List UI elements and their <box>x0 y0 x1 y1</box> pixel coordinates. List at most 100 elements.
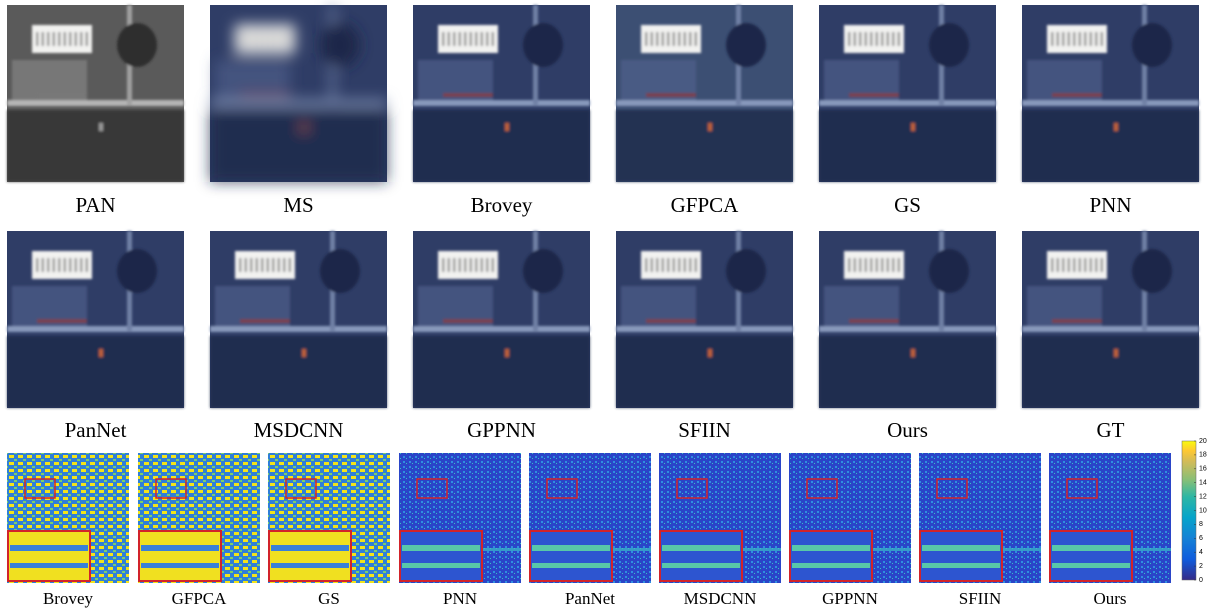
error-map-label: GFPCA <box>172 589 228 608</box>
building-stripe <box>289 32 292 46</box>
building-stripe <box>1068 32 1071 46</box>
building-stripe <box>453 32 456 46</box>
inset-band <box>922 563 1000 568</box>
building-stripe <box>1084 32 1087 46</box>
image-label: MSDCNN <box>254 418 344 442</box>
building-stripe <box>651 258 654 272</box>
building-stripe <box>470 258 473 272</box>
building-stripe <box>667 32 670 46</box>
building-stripe <box>865 258 868 272</box>
colorbar-tick-label: 12 <box>1199 493 1207 500</box>
building-stripe <box>442 32 445 46</box>
building-stripe <box>80 32 83 46</box>
building <box>641 25 701 53</box>
building-stripe <box>492 258 495 272</box>
building-stripe <box>42 258 45 272</box>
building <box>438 251 498 279</box>
building-stripe <box>239 258 242 272</box>
red-roof <box>240 319 290 323</box>
colorbar-tick-label: 8 <box>1199 521 1203 528</box>
tree-patch <box>117 23 157 67</box>
building-stripe <box>678 32 681 46</box>
road <box>210 100 387 106</box>
dark-area <box>819 336 996 408</box>
building-stripe <box>1101 258 1104 272</box>
building-stripe <box>848 32 851 46</box>
image-label: MS <box>283 193 313 217</box>
inset-band <box>10 545 88 551</box>
building-stripe <box>898 32 901 46</box>
image-label: SFIIN <box>678 418 731 442</box>
tree-patch <box>929 249 969 293</box>
dark-area <box>210 336 387 408</box>
error-map <box>919 453 1041 583</box>
error-map-label: Brovey <box>43 589 94 608</box>
red-roof <box>646 93 696 97</box>
red-spot <box>99 349 103 357</box>
building-stripe <box>278 258 281 272</box>
tree-patch <box>320 249 360 293</box>
error-map <box>138 453 260 583</box>
error-map-label: Ours <box>1093 589 1126 608</box>
building-stripe <box>464 32 467 46</box>
red-spot <box>302 349 306 357</box>
error-map <box>529 453 651 583</box>
error-map <box>1049 453 1171 583</box>
building-stripe <box>486 32 489 46</box>
inset-band <box>532 563 610 568</box>
inset-band <box>662 545 740 551</box>
building-stripe <box>1062 258 1065 272</box>
image <box>616 5 793 182</box>
building-stripe <box>475 32 478 46</box>
building-stripe <box>250 32 253 46</box>
dark-area <box>819 110 996 182</box>
building-stripe <box>58 258 61 272</box>
colorbar-tick-label: 0 <box>1199 577 1203 584</box>
building-stripe <box>256 32 259 46</box>
inset-band <box>1052 563 1130 568</box>
building <box>844 251 904 279</box>
building <box>235 251 295 279</box>
building-stripe <box>75 32 78 46</box>
building-stripe <box>53 258 56 272</box>
inset-band <box>1052 545 1130 551</box>
image <box>1022 231 1199 408</box>
building-stripe <box>662 258 665 272</box>
tree-patch <box>320 23 360 67</box>
building-stripe <box>1101 32 1104 46</box>
building-stripe <box>80 258 83 272</box>
building-stripe <box>645 32 648 46</box>
road <box>413 326 590 332</box>
red-roof <box>849 319 899 323</box>
building <box>235 25 295 53</box>
image <box>210 5 387 182</box>
building-stripe <box>651 32 654 46</box>
building-stripe <box>481 258 484 272</box>
building-stripe <box>689 32 692 46</box>
building-stripe <box>272 258 275 272</box>
error-map <box>659 453 781 583</box>
building-stripe <box>442 258 445 272</box>
building-stripe <box>1068 258 1071 272</box>
building-stripe <box>492 32 495 46</box>
building-stripe <box>1057 258 1060 272</box>
building-stripe <box>86 258 89 272</box>
building-stripe <box>1062 32 1065 46</box>
building <box>32 251 92 279</box>
building-stripe <box>1095 258 1098 272</box>
red-roof <box>443 93 493 97</box>
building-stripe <box>267 32 270 46</box>
road <box>7 326 184 332</box>
building-stripe <box>272 32 275 46</box>
zoom-inset <box>530 531 612 581</box>
building-stripe <box>256 258 259 272</box>
building-stripe <box>1073 32 1076 46</box>
building-stripe <box>64 258 67 272</box>
red-spot <box>1114 123 1118 131</box>
zoom-inset <box>920 531 1002 581</box>
inset-band <box>141 545 219 551</box>
dark-area <box>210 110 387 182</box>
building-stripe <box>1084 258 1087 272</box>
colorbar-tick-label: 18 <box>1199 452 1207 459</box>
building-stripe <box>887 258 890 272</box>
